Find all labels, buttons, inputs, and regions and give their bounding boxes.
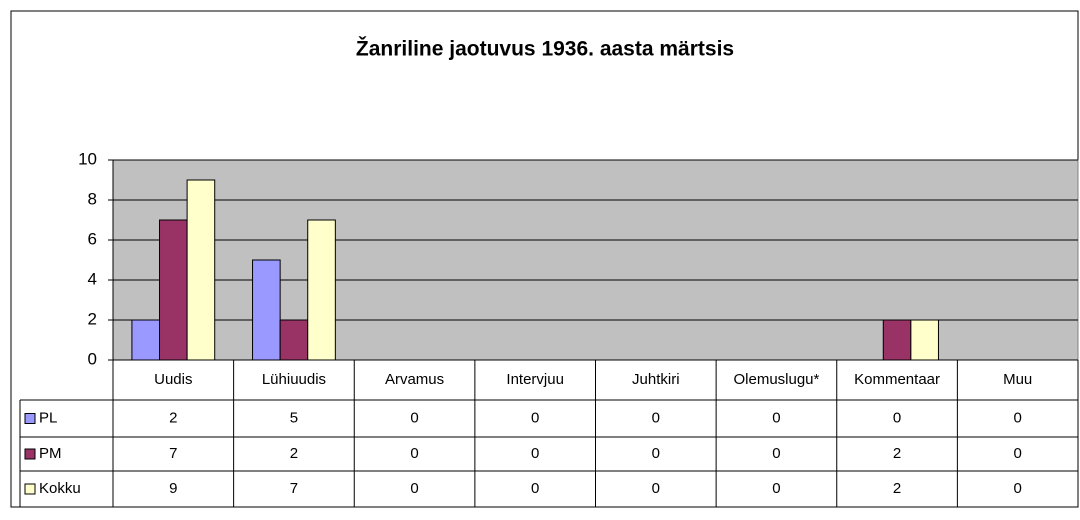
chart-title: Žanriline jaotuvus 1936. aasta märtsis: [356, 37, 734, 61]
x-tick-label: Lühiuudis: [262, 371, 326, 388]
bar: [252, 259, 281, 361]
table-value: 2: [893, 445, 901, 462]
bar: [159, 219, 188, 361]
legend-label: PM: [39, 445, 62, 462]
table-value: 0: [772, 409, 780, 426]
table-value: 2: [893, 480, 901, 497]
bar: [882, 319, 912, 361]
y-tick-label: 6: [88, 229, 97, 248]
legend-key: [24, 483, 36, 495]
table-value: 9: [169, 480, 177, 497]
table-value: 0: [1014, 480, 1022, 497]
table-value: 5: [290, 409, 298, 426]
table-value: 0: [410, 445, 418, 462]
table-value: 0: [1014, 409, 1022, 426]
table-value: 0: [772, 480, 780, 497]
y-tick-label: 2: [88, 309, 97, 328]
bar: [910, 319, 939, 361]
x-tick-label: Kommentaar: [854, 371, 940, 388]
table-value: 0: [772, 445, 780, 462]
table-value: 0: [652, 409, 660, 426]
bar: [307, 219, 336, 361]
legend-key: [24, 413, 36, 424]
y-tick-label: 10: [78, 149, 97, 168]
table-value: 2: [169, 409, 177, 426]
y-tick-label: 0: [88, 349, 97, 368]
table-value: 0: [410, 409, 418, 426]
table-value: 0: [652, 445, 660, 462]
x-tick-label: Uudis: [154, 371, 192, 388]
table-value: 0: [531, 409, 539, 426]
x-tick-label: Juhtkiri: [632, 371, 680, 388]
y-tick-label: 4: [88, 269, 97, 288]
x-tick-label: Intervjuu: [506, 371, 564, 388]
x-tick-label: Olemuslugu*: [733, 371, 819, 388]
table-value: 0: [652, 480, 660, 497]
table-value: 7: [290, 480, 298, 497]
x-tick-label: Muu: [1003, 371, 1032, 388]
bar: [279, 319, 309, 361]
table-value: 0: [1014, 445, 1022, 462]
table-value: 0: [531, 445, 539, 462]
legend-label: Kokku: [39, 480, 81, 497]
table-value: 0: [531, 480, 539, 497]
table-value: 0: [893, 409, 901, 426]
bar: [186, 179, 216, 361]
legend-label: PL: [39, 409, 57, 426]
x-tick-label: Arvamus: [385, 371, 444, 388]
table-value: 2: [290, 445, 298, 462]
table-value: 7: [169, 445, 177, 462]
bar: [131, 319, 161, 361]
y-tick-label: 8: [88, 189, 97, 208]
table-value: 0: [410, 480, 418, 497]
legend-key: [24, 448, 36, 460]
